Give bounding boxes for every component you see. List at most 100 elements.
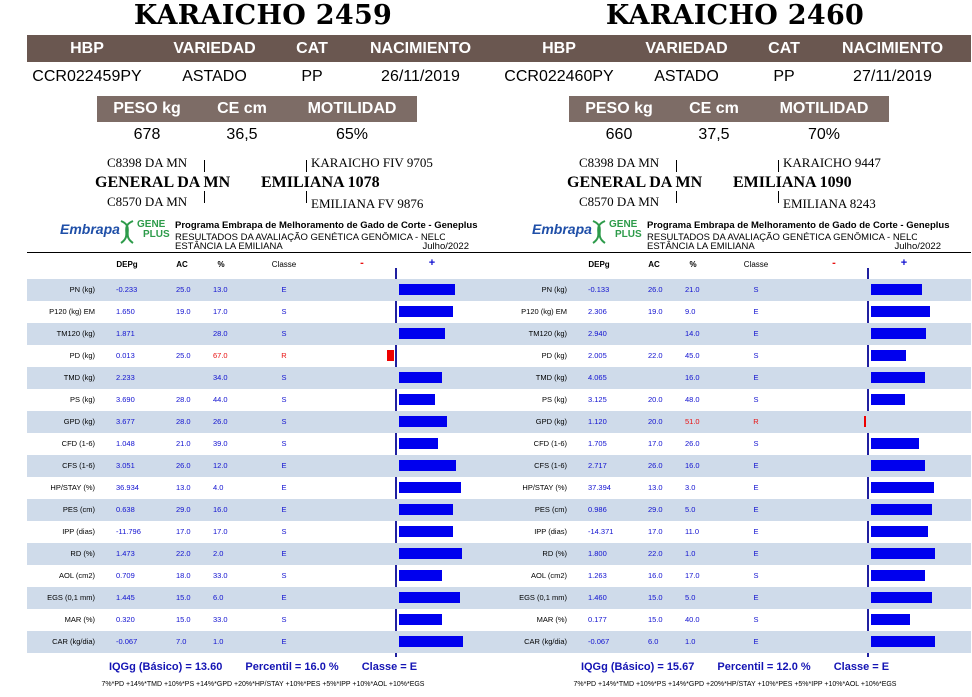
classe-value: E bbox=[753, 329, 759, 338]
dep-bar bbox=[864, 416, 866, 427]
ac-value: 26.0 bbox=[648, 285, 663, 294]
dep-bar bbox=[399, 504, 454, 515]
classe-value: S bbox=[753, 351, 759, 360]
trait-label: PES (cm) bbox=[534, 505, 567, 514]
ac-value: 25.0 bbox=[176, 351, 191, 360]
classe-value: S bbox=[281, 373, 287, 382]
pedigree-dam: EMILIANA 1078 bbox=[261, 174, 380, 191]
col-header-dep: DEPg bbox=[588, 260, 610, 269]
percent-value: 17.0 bbox=[213, 527, 228, 536]
trait-label: RD (%) bbox=[70, 549, 95, 558]
dep-value: 37.394 bbox=[588, 483, 611, 492]
ac-value: 29.0 bbox=[176, 505, 191, 514]
percent-value: 5.0 bbox=[685, 505, 696, 514]
classe-value: S bbox=[753, 439, 759, 448]
table-row: PN (kg) -0.233 25.0 13.0 E bbox=[27, 279, 499, 301]
trait-label: IPP (dias) bbox=[534, 527, 567, 536]
ac-value: 22.0 bbox=[648, 351, 663, 360]
table-row: EGS (0,1 mm) 1.460 15.0 5.0 E bbox=[499, 587, 971, 609]
ac-value: 17.0 bbox=[648, 439, 663, 448]
classe-value: S bbox=[281, 329, 287, 338]
dep-value: 1.473 bbox=[116, 549, 135, 558]
dep-bar bbox=[399, 460, 456, 471]
program-date: Julho/2022 bbox=[422, 241, 469, 252]
classe-value: E bbox=[753, 637, 759, 646]
header-variedad: VARIEDAD bbox=[173, 40, 256, 57]
value-motilidad: 65% bbox=[335, 126, 369, 143]
trait-label: MAR (%) bbox=[536, 615, 567, 624]
dep-bar bbox=[399, 592, 460, 603]
dna-icon bbox=[592, 220, 606, 244]
percentil-value: Percentil = 16.0 % bbox=[245, 661, 339, 673]
classe-value: E bbox=[753, 505, 759, 514]
value-cat: PP bbox=[773, 68, 795, 85]
dep-bar bbox=[871, 350, 907, 361]
classe-value: S bbox=[281, 439, 287, 448]
trait-label: HP/STAY (%) bbox=[522, 483, 567, 492]
col-header-classe: Classe bbox=[743, 260, 769, 269]
table-row: P120 (kg) EM 1.650 19.0 17.0 S bbox=[27, 301, 499, 323]
trait-label: CFD (1-6) bbox=[61, 439, 95, 448]
table-row: TM120 (kg) 2.940 14.0 E bbox=[499, 323, 971, 345]
program-name: Programa Embrapa de Melhoramento de Gado… bbox=[175, 220, 478, 231]
dep-value: 36.934 bbox=[116, 483, 139, 492]
header-cat: CAT bbox=[296, 40, 328, 57]
ac-value: 17.0 bbox=[648, 527, 663, 536]
dep-value: 0.177 bbox=[588, 615, 607, 624]
table-row: RD (%) 1.800 22.0 1.0 E bbox=[499, 543, 971, 565]
table-row: PS (kg) 3.125 20.0 48.0 S bbox=[499, 389, 971, 411]
header-hbp: HBP bbox=[70, 40, 104, 57]
percent-value: 34.0 bbox=[213, 373, 228, 382]
ac-value: 20.0 bbox=[648, 395, 663, 404]
trait-label: GPD (kg) bbox=[535, 417, 567, 426]
classe-value: Classe = E bbox=[833, 661, 890, 673]
table-row: GPD (kg) 1.120 20.0 51.0 R bbox=[499, 411, 971, 433]
pedigree-tick bbox=[306, 191, 307, 203]
percent-value: 39.0 bbox=[213, 439, 228, 448]
percent-value: 1.0 bbox=[685, 637, 696, 646]
classe-value: E bbox=[281, 285, 287, 294]
program-results: RESULTADOS DA AVALIAÇÃO GENÉTICA GENÔMIC… bbox=[175, 232, 445, 242]
trait-label: PD (kg) bbox=[69, 351, 95, 360]
dep-value: -11.796 bbox=[116, 527, 141, 536]
percent-value: 1.0 bbox=[213, 637, 224, 646]
pedigree-dam: EMILIANA 1090 bbox=[733, 174, 852, 191]
col-header-minus: - bbox=[832, 257, 836, 269]
program-results: RESULTADOS DA AVALIAÇÃO GENÉTICA GENÔMIC… bbox=[647, 232, 917, 242]
dep-value: 0.986 bbox=[588, 505, 607, 514]
ac-value: 22.0 bbox=[648, 549, 663, 558]
dep-value: 1.445 bbox=[116, 593, 135, 602]
header-bar-registration: HBP VARIEDAD CAT NACIMIENTO bbox=[499, 35, 971, 62]
table-row: TM120 (kg) 1.871 28.0 S bbox=[27, 323, 499, 345]
table-row: MAR (%) 0.320 15.0 33.0 S bbox=[27, 609, 499, 631]
classe-value: S bbox=[281, 527, 287, 536]
value-nacimiento: 27/11/2019 bbox=[853, 68, 932, 85]
dep-value: 3.125 bbox=[588, 395, 607, 404]
header-bar-measures: PESO kg CE cm MOTILIDAD bbox=[569, 96, 889, 122]
ac-value: 28.0 bbox=[176, 417, 191, 426]
ac-value: 28.0 bbox=[176, 395, 191, 404]
dep-bar bbox=[871, 548, 935, 559]
ac-value: 20.0 bbox=[648, 417, 663, 426]
divider bbox=[499, 252, 971, 253]
classe-value: E bbox=[281, 461, 287, 470]
trait-label: PS (kg) bbox=[541, 395, 567, 404]
ac-value: 29.0 bbox=[648, 505, 663, 514]
col-header-minus: - bbox=[360, 257, 364, 269]
value-ce: 36,5 bbox=[226, 126, 258, 143]
value-hbp: CCR022459PY bbox=[32, 68, 142, 85]
dep-value: -0.233 bbox=[116, 285, 138, 294]
geneplus-text-1: GENE bbox=[609, 219, 638, 230]
dep-bar bbox=[399, 416, 447, 427]
classe-value: S bbox=[281, 615, 287, 624]
col-header-plus: + bbox=[428, 257, 436, 269]
ac-value: 15.0 bbox=[648, 593, 663, 602]
value-variedad: ASTADO bbox=[182, 68, 247, 85]
dep-bar bbox=[387, 350, 394, 361]
col-header-pct: % bbox=[217, 260, 225, 269]
table-row: CFD (1-6) 1.048 21.0 39.0 S bbox=[27, 433, 499, 455]
value-nacimiento: 26/11/2019 bbox=[381, 68, 460, 85]
dep-bar bbox=[871, 636, 935, 647]
table-row: PES (cm) 0.638 29.0 16.0 E bbox=[27, 499, 499, 521]
percent-value: 48.0 bbox=[685, 395, 700, 404]
